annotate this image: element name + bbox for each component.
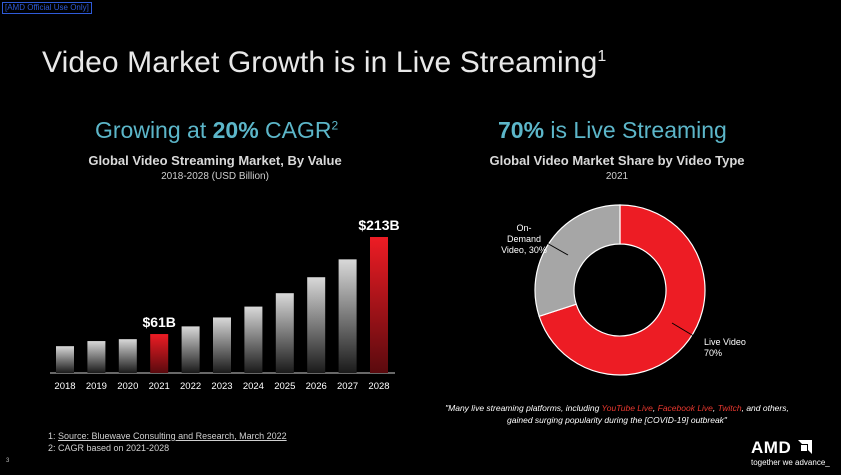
quote-sep2: , [712, 403, 718, 413]
right-chart-subtitle: Global Video Market Share by Video Type [489, 153, 745, 168]
right-headline-post: is Live Streaming [544, 117, 727, 143]
x-tick-2023: 2023 [211, 381, 232, 392]
quote-platform-youtube: YouTube Live [601, 403, 653, 413]
bar-2023 [213, 317, 231, 373]
right-headline-percent: 70% [498, 117, 545, 143]
bar-2026 [307, 277, 326, 373]
quote-post: , and others, gained surging popularity … [507, 403, 789, 425]
x-tick-2025: 2025 [274, 381, 295, 392]
logo-tagline: together we advance_ [751, 458, 830, 467]
donut-slice-0 [538, 204, 706, 376]
slice-label-ondemand-line-0: On- [516, 223, 531, 233]
left-headline-pre: Growing at [95, 117, 213, 143]
bar-2021 [150, 334, 169, 373]
left-headline-post: CAGR [258, 117, 332, 143]
bar-2022 [181, 326, 200, 373]
footnote-1-source-link[interactable]: Source: Bluewave Consulting and Research… [58, 431, 287, 441]
right-chart-year: 2021 [605, 171, 629, 182]
bar-2024 [244, 306, 263, 373]
title-footnote-ref: 1 [597, 48, 607, 65]
quote-pre: "Many live streaming platforms, includin… [445, 403, 602, 413]
x-tick-2024: 2024 [243, 381, 264, 392]
bar-2027 [338, 259, 357, 373]
bar-2028 [370, 237, 388, 373]
slice-label-live-line-1: 70% [704, 348, 722, 358]
left-headline: Growing at 20% CAGR2 [95, 117, 338, 144]
bar-2020 [118, 339, 137, 373]
x-tick-2021: 2021 [149, 381, 170, 392]
bar-2019 [87, 341, 106, 373]
data-label-2021: $61B [142, 314, 175, 330]
quote-platform-facebook: Facebook Live [657, 403, 713, 413]
right-headline: 70% is Live Streaming [498, 117, 727, 144]
left-headline-footnote-ref: 2 [331, 118, 339, 133]
x-tick-2018: 2018 [54, 381, 75, 392]
amd-arrow-icon [798, 440, 812, 454]
slice-label-live-line-0: Live Video [704, 337, 746, 347]
logo-brand: AMD [751, 438, 792, 457]
footnote-1-prefix: 1: [48, 431, 59, 441]
bar-2025 [275, 293, 294, 373]
bar-2018 [56, 346, 74, 373]
x-tick-2020: 2020 [117, 381, 138, 392]
leader-line-live [671, 322, 703, 342]
slide-title-text: Video Market Growth is in Live Streaming [42, 46, 598, 79]
footnote-1: 1: Source: Bluewave Consulting and Resea… [48, 431, 287, 441]
x-tick-2019: 2019 [86, 381, 107, 392]
x-tick-2028: 2028 [368, 381, 389, 392]
left-chart-units: 2018-2028 (USD Billion) [161, 171, 269, 182]
footnote-2: 2: CAGR based on 2021-2028 [48, 443, 170, 453]
classification-label: [AMD Official Use Only] [2, 2, 92, 14]
data-label-2028: $213B [358, 217, 399, 233]
quote-text: "Many live streaming platforms, includin… [436, 402, 798, 426]
quote-sep1: , [652, 403, 658, 413]
left-headline-percent: 20% [212, 117, 259, 143]
x-tick-2026: 2026 [306, 381, 327, 392]
slice-label-ondemand-line-2: Video, 30% [501, 245, 547, 255]
left-chart-subtitle: Global Video Streaming Market, By Value [88, 153, 342, 168]
amd-logo: AMD together we advance_ [748, 437, 834, 471]
slice-label-ondemand-line-1: Demand [507, 234, 541, 244]
leader-line-ondemand [537, 237, 569, 256]
x-tick-2027: 2027 [337, 381, 358, 392]
quote-platform-twitch: Twitch [717, 403, 742, 413]
x-tick-2022: 2022 [180, 381, 201, 392]
donut-slice-1 [534, 204, 621, 318]
slide-title: Video Market Growth is in Live Streaming… [42, 46, 606, 80]
page-number: 3 [6, 458, 10, 464]
bar-chart: 2018 2019 2020 2021 $61B 2022 2023 2024 2025 2026… [50, 217, 400, 392]
